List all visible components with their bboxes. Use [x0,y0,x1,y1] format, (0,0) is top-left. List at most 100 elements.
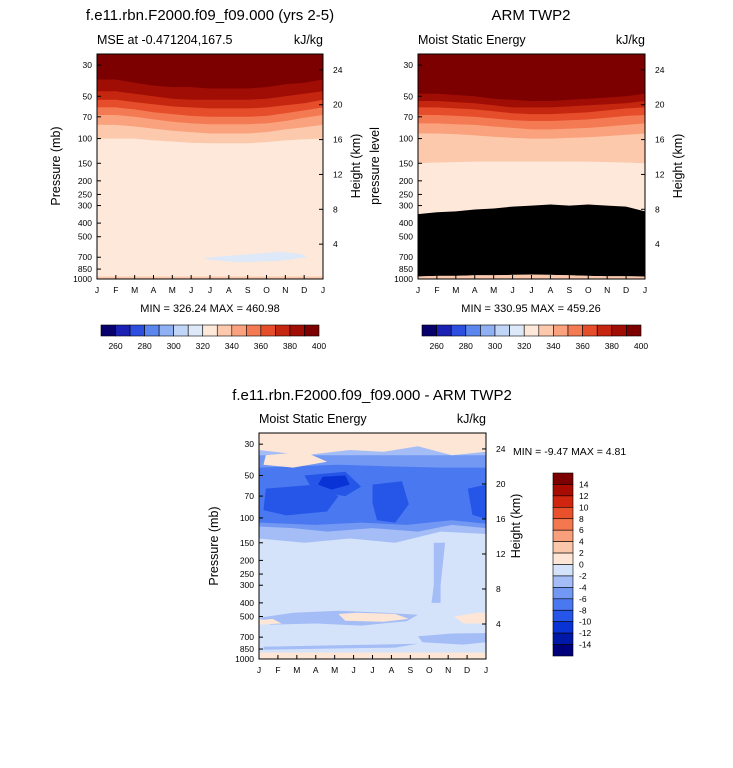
y2-tick-label: 4 [333,239,338,249]
y-tick-label: 700 [240,632,254,642]
panel-units-label: kJ/kg [294,33,323,47]
contour-fill-neg4-neg2 [417,633,486,645]
colorbar-label: -12 [579,628,592,638]
y-tick-label: 150 [78,158,92,168]
colorbar-swatch [100,324,116,337]
colorbar-swatch [494,324,510,337]
colorbar-label: -2 [579,571,587,581]
y2-axis-label: Height (km) [509,494,523,559]
colorbar: 260 280 300 320 340 360 380 400 [421,324,648,351]
panel-units-label: kJ/kg [616,33,645,47]
y-tick-label: 500 [399,232,413,242]
colorbar-swatch [231,324,247,337]
y-axis-label: Pressure (mb) [49,126,63,205]
x-tick-label: S [566,285,572,295]
colorbar-label: 320 [517,341,531,351]
panel-model-mse: f.e11.rbn.F2000.f09_f09.000 (yrs 2-5) MS… [49,7,363,351]
y-tick-label: 250 [240,569,254,579]
x-tick-label: D [623,285,629,295]
colorbar-swatch [450,324,467,337]
y2-tick-label: 12 [333,169,343,179]
x-tick-label: O [263,285,270,295]
x-tick-label: A [313,665,319,675]
y2-tick-label: 8 [333,204,338,214]
x-tick-label: N [445,665,451,675]
y-tick-label: 300 [78,201,92,211]
colorbar-swatch [552,621,574,634]
contour-fill-neg10-neg8 [467,484,486,520]
colorbar-label: 260 [108,341,122,351]
colorbar-swatch [552,575,574,588]
x-tick-label: D [464,665,470,675]
x-tick-label: A [151,285,157,295]
x-tick-label: A [389,665,395,675]
colorbar-swatch [552,541,574,554]
colorbar-swatch [202,324,218,337]
colorbar-swatch [553,324,569,337]
y2-tick-label: 16 [496,514,506,524]
x-tick-label: F [434,285,439,295]
colorbar-swatch [552,518,574,531]
colorbar-label: 8 [579,514,584,524]
y-tick-label: 500 [78,232,92,242]
colorbar-swatch [596,324,613,337]
x-tick-label: F [113,285,118,295]
colorbar-label: -14 [579,640,592,650]
y2-tick-label: 24 [655,65,665,75]
colorbar-label: 280 [459,341,473,351]
colorbar-swatch [552,632,574,645]
colorbar-swatch [552,587,574,600]
colorbar-label: 260 [430,341,444,351]
y2-tick-label: 24 [333,65,343,75]
colorbar-label: 6 [579,525,584,535]
y-tick-label: 250 [399,189,413,199]
axes: J F M A M J J A S O N D J100085070050040030025020015… [235,439,506,675]
y-tick-label: 50 [245,470,255,480]
y-tick-label: 200 [78,176,92,186]
y-tick-label: 400 [78,218,92,228]
colorbar-label: 400 [634,341,648,351]
y2-tick-label: 12 [496,549,506,559]
x-tick-label: M [452,285,459,295]
colorbar-swatch [552,484,574,497]
colorbar-swatch [523,324,540,337]
colorbar-label: 360 [576,341,590,351]
colorbar-swatch [246,324,262,337]
y2-tick-label: 16 [333,135,343,145]
y-axis-label: pressure level [368,127,382,205]
colorbar-swatch [304,324,320,337]
x-tick-label: A [226,285,232,295]
y-tick-label: 850 [78,264,92,274]
colorbar-label: 14 [579,479,589,489]
colorbar-swatch [552,529,574,542]
x-tick-label: J [416,285,420,295]
y-tick-label: 850 [399,264,413,274]
colorbar-swatch [552,472,574,485]
colorbar-swatch [465,324,481,337]
colorbar-swatch [552,564,574,577]
y-tick-label: 250 [78,189,92,199]
contour-fill-0-2 [259,433,486,456]
y-tick-label: 50 [83,91,93,101]
contour-fill-neg12-neg10 [318,475,350,490]
y2-tick-label: 4 [496,619,501,629]
min-max-label: MIN = 326.24 MAX = 460.98 [140,303,279,315]
x-tick-label: J [321,285,325,295]
colorbar-swatch [552,552,574,565]
colorbar-swatch [509,324,525,337]
x-tick-label: O [426,665,433,675]
colorbar-swatch [626,324,642,337]
colorbar-label: 380 [283,341,297,351]
y2-tick-label: 8 [655,204,660,214]
y-tick-label: 150 [399,158,413,168]
panel-title: ARM TWP2 [492,7,571,24]
colorbar-label: 380 [605,341,619,351]
colorbar-swatch [538,324,554,337]
colorbar-label: 300 [167,341,181,351]
y-tick-label: 150 [240,538,254,548]
colorbar-swatch [173,324,189,337]
y-tick-label: 700 [78,252,92,262]
y-axis-label: Pressure (mb) [207,506,221,585]
